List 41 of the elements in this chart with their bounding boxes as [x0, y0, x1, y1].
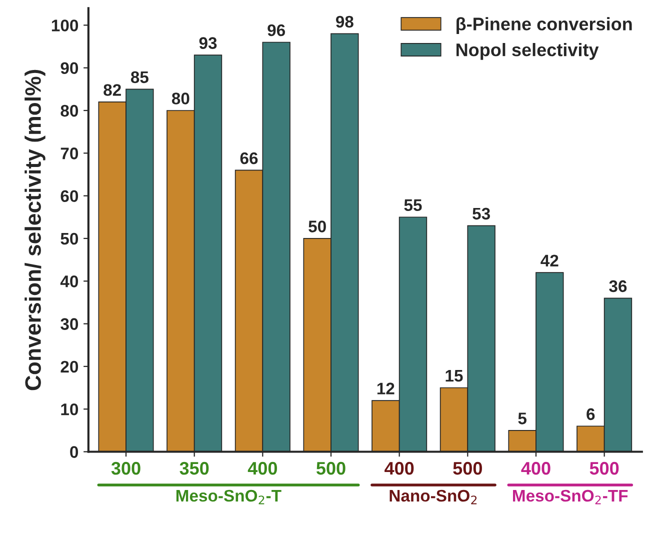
- x-tick-label: 400: [384, 462, 414, 475]
- data-label: 5: [518, 412, 526, 424]
- data-label: 93: [199, 37, 217, 49]
- text: Meso-SnO$_{2}$-T: [176, 490, 282, 504]
- y-axis-title: Conversion/ selectivity (mol%): [24, 70, 46, 390]
- data-label: 50: [308, 220, 326, 232]
- y-tick-label: 100: [52, 20, 78, 32]
- y-tick-label: 80: [60, 104, 78, 117]
- data-label: 82: [104, 84, 121, 96]
- y-tick-label: 90: [60, 62, 78, 74]
- x-tick-label: 300: [111, 462, 140, 475]
- data-label: 12: [377, 382, 394, 394]
- y-tick-label: 70: [60, 148, 78, 160]
- legend-label: Nopol selectivity: [456, 43, 599, 60]
- data-label: 66: [240, 152, 258, 164]
- data-label: 6: [586, 408, 595, 420]
- text: Nano-SnO$_{2}$: [390, 490, 477, 504]
- data-label: 80: [172, 92, 190, 104]
- data-label: 36: [609, 280, 627, 292]
- data-label: 53: [472, 208, 490, 220]
- y-tick-label: 20: [60, 360, 78, 373]
- text: Meso-SnO$_{2}$-TF: [513, 490, 628, 504]
- y-tick-label: 0: [70, 446, 78, 458]
- data-label: 85: [130, 71, 148, 84]
- x-tick-label: 400: [521, 462, 550, 475]
- data-label: 42: [540, 254, 558, 266]
- x-tick-label: 500: [316, 462, 346, 475]
- y-tick-label: 60: [60, 190, 78, 202]
- x-tick-label: 350: [180, 462, 209, 475]
- y-tick-label: 30: [60, 318, 78, 330]
- data-label: 96: [268, 24, 285, 36]
- x-tick-label: 500: [590, 462, 619, 475]
- x-tick-label: 500: [453, 462, 482, 475]
- legend-label: β-Pinene conversion: [456, 17, 632, 34]
- x-tick-label: 400: [248, 462, 277, 475]
- data-label: 98: [336, 16, 354, 28]
- data-label: 55: [404, 199, 422, 212]
- data-label: 15: [446, 370, 463, 382]
- y-tick-label: 10: [61, 403, 78, 416]
- y-tick-label: 40: [60, 276, 78, 288]
- y-tick-label: 50: [60, 232, 78, 245]
